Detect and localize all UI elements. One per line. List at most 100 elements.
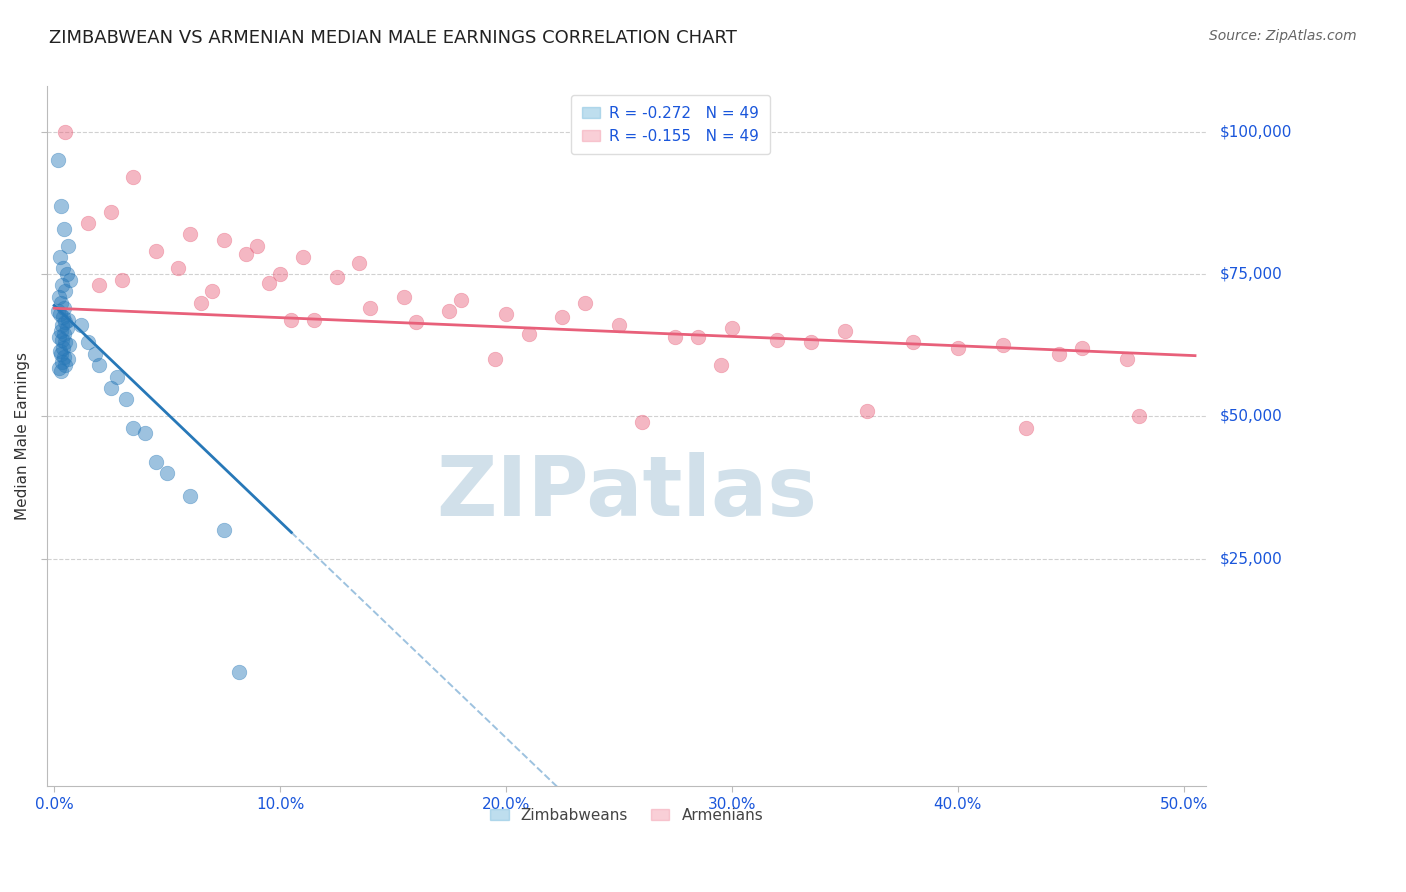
Point — [52, 341, 75, 355]
Text: ZIPatlas: ZIPatlas — [436, 451, 817, 533]
Point — [405, 316, 427, 330]
Point — [53, 301, 76, 316]
Point — [52, 261, 75, 276]
Point — [946, 341, 969, 355]
Point — [664, 329, 686, 343]
Point — [48, 290, 70, 304]
Point — [291, 250, 314, 264]
Point — [100, 381, 122, 395]
Point — [257, 276, 280, 290]
Point — [302, 312, 325, 326]
Point — [359, 301, 381, 316]
Point — [212, 523, 235, 537]
Y-axis label: Median Male Earnings: Median Male Earnings — [15, 352, 30, 520]
Point — [100, 204, 122, 219]
Point — [49, 307, 72, 321]
Point — [55, 284, 77, 298]
Point — [347, 256, 370, 270]
Point — [710, 358, 733, 372]
Point — [56, 238, 79, 252]
Text: ZIMBABWEAN VS ARMENIAN MEDIAN MALE EARNINGS CORRELATION CHART: ZIMBABWEAN VS ARMENIAN MEDIAN MALE EARNI… — [49, 29, 737, 47]
Point — [834, 324, 856, 338]
Point — [991, 338, 1014, 352]
Point — [190, 295, 212, 310]
Point — [58, 338, 80, 352]
Point — [51, 333, 73, 347]
Point — [56, 312, 79, 326]
Point — [179, 227, 201, 242]
Point — [439, 304, 461, 318]
Point — [1116, 352, 1139, 367]
Point — [77, 216, 100, 230]
Point — [201, 284, 224, 298]
Point — [55, 316, 77, 330]
Point — [607, 318, 630, 333]
Point — [901, 335, 924, 350]
Legend: Zimbabweans, Armenians: Zimbabweans, Armenians — [484, 802, 769, 829]
Point — [55, 267, 77, 281]
Point — [56, 352, 79, 367]
Point — [800, 335, 823, 350]
Point — [46, 304, 69, 318]
Point — [450, 293, 472, 307]
Point — [212, 233, 235, 247]
Point — [49, 347, 72, 361]
Point — [517, 326, 540, 341]
Point — [46, 153, 69, 168]
Point — [156, 467, 179, 481]
Point — [59, 273, 82, 287]
Point — [145, 455, 167, 469]
Text: $50,000: $50,000 — [1220, 409, 1282, 424]
Point — [394, 290, 416, 304]
Point — [269, 267, 291, 281]
Point — [48, 361, 70, 376]
Point — [49, 295, 72, 310]
Point — [1071, 341, 1094, 355]
Point — [235, 247, 257, 261]
Point — [111, 273, 134, 287]
Point — [134, 426, 156, 441]
Point — [53, 221, 76, 235]
Point — [55, 125, 77, 139]
Point — [766, 333, 789, 347]
Point — [115, 392, 138, 407]
Point — [53, 326, 76, 341]
Point — [484, 352, 506, 367]
Point — [70, 318, 93, 333]
Point — [122, 170, 145, 185]
Point — [630, 415, 652, 429]
Point — [52, 310, 75, 324]
Point — [1049, 347, 1071, 361]
Text: $25,000: $25,000 — [1220, 551, 1282, 566]
Point — [551, 310, 574, 324]
Point — [77, 335, 100, 350]
Text: $100,000: $100,000 — [1220, 124, 1292, 139]
Point — [49, 343, 72, 358]
Point — [55, 321, 77, 335]
Point — [686, 329, 709, 343]
Point — [53, 350, 76, 364]
Point — [246, 238, 269, 252]
Text: $75,000: $75,000 — [1220, 267, 1282, 282]
Point — [51, 318, 73, 333]
Point — [1128, 409, 1150, 424]
Point — [1014, 420, 1036, 434]
Point — [721, 321, 744, 335]
Point — [105, 369, 128, 384]
Point — [55, 358, 77, 372]
Point — [495, 307, 517, 321]
Point — [122, 420, 145, 434]
Text: Source: ZipAtlas.com: Source: ZipAtlas.com — [1209, 29, 1357, 44]
Point — [49, 250, 72, 264]
Point — [145, 244, 167, 259]
Point — [167, 261, 190, 276]
Point — [325, 269, 347, 284]
Point — [89, 358, 111, 372]
Point — [574, 295, 596, 310]
Point — [48, 329, 70, 343]
Point — [179, 489, 201, 503]
Point — [49, 324, 72, 338]
Point — [49, 199, 72, 213]
Point — [55, 335, 77, 350]
Point — [280, 312, 302, 326]
